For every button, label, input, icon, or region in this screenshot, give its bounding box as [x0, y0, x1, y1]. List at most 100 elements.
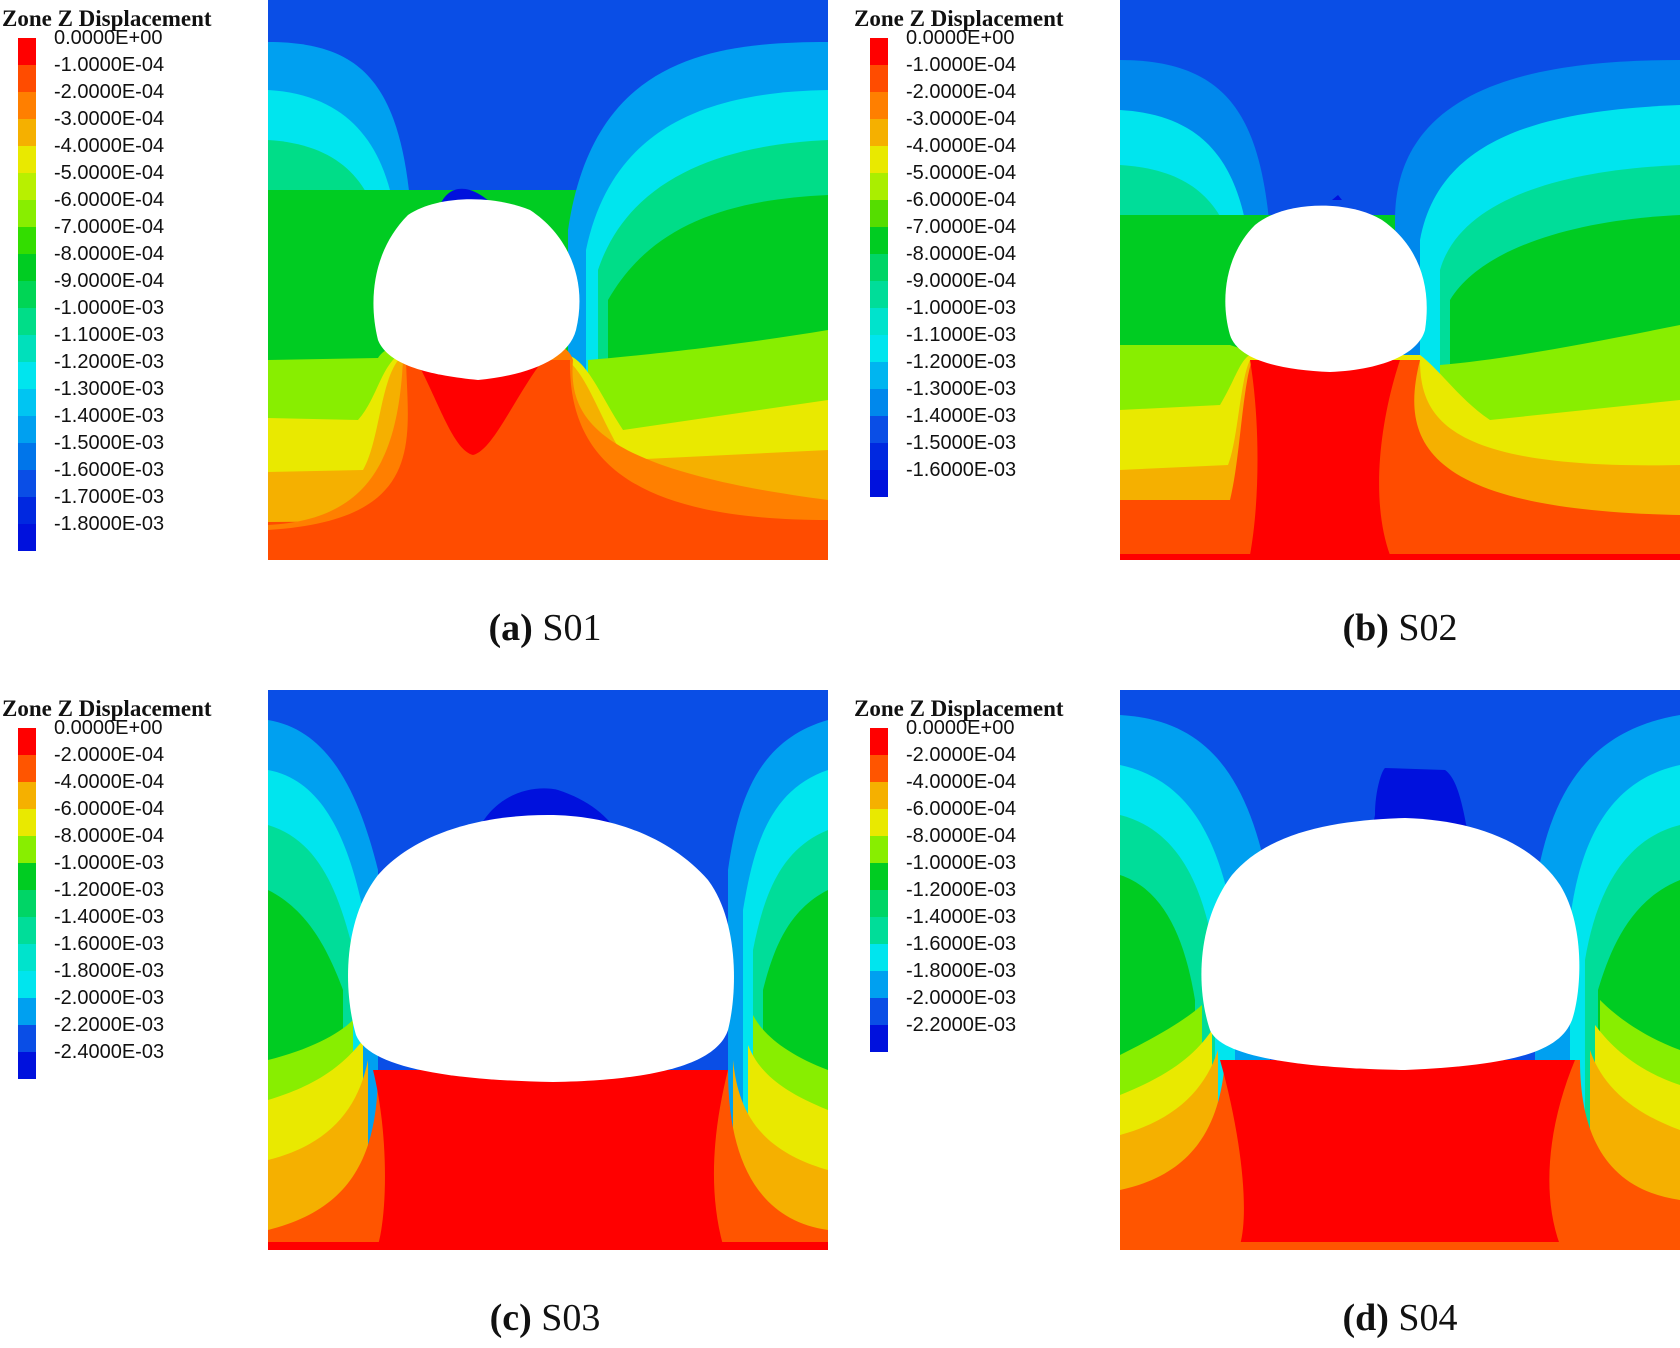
- legend-swatch: [18, 416, 36, 443]
- legend-label: -9.0000E-04: [54, 270, 165, 292]
- caption-text: S01: [532, 607, 602, 649]
- legend-label: -1.6000E-03: [54, 459, 165, 481]
- caption-letter: (c): [489, 1297, 532, 1339]
- legend-label: -1.4000E-03: [54, 906, 165, 928]
- legend-label: -7.0000E-04: [906, 216, 1017, 238]
- legend-swatch: [18, 497, 36, 524]
- legend-swatch: [870, 362, 888, 389]
- legend-label: -3.0000E-04: [54, 108, 165, 130]
- caption-letter: (d): [1342, 1297, 1389, 1339]
- legend-title: Zone Z Displacement: [2, 696, 212, 721]
- caption-text: S03: [531, 1297, 601, 1339]
- caption-letter: (b): [1342, 607, 1389, 649]
- legend-swatch: [870, 416, 888, 443]
- legend-swatch: [870, 308, 888, 335]
- displacement-contour-plot: [268, 690, 828, 1250]
- legend-label: -1.6000E-03: [906, 459, 1017, 481]
- legend-swatch: [18, 65, 36, 92]
- legend-swatch: [870, 890, 888, 917]
- caption-text: S02: [1388, 607, 1458, 649]
- legend-label: -2.2000E-03: [54, 1014, 165, 1036]
- legend-swatch: [18, 443, 36, 470]
- legend-label: -1.4000E-03: [906, 906, 1017, 928]
- legend-swatch: [18, 755, 36, 782]
- legend-swatch: [18, 998, 36, 1025]
- legend-label: -4.0000E-04: [906, 771, 1017, 793]
- legend-label: -7.0000E-04: [54, 216, 165, 238]
- legend-swatch: [18, 281, 36, 308]
- legend-title: Zone Z Displacement: [2, 6, 212, 31]
- legend-swatch: [870, 1025, 888, 1052]
- legend-swatch: [18, 809, 36, 836]
- legend-label: -1.0000E-03: [906, 852, 1017, 874]
- legend-swatch: [870, 200, 888, 227]
- legend-label: -1.0000E-03: [54, 852, 165, 874]
- caption-text: S04: [1388, 1297, 1458, 1339]
- legend-label: -8.0000E-04: [54, 825, 165, 847]
- legend-label: -1.0000E-04: [54, 54, 165, 76]
- legend-swatch: [870, 836, 888, 863]
- legend-label: -2.0000E-04: [54, 81, 165, 103]
- legend-label: -1.7000E-03: [54, 486, 165, 508]
- legend-label: -1.0000E-03: [54, 297, 165, 319]
- legend-label: -1.8000E-03: [906, 960, 1017, 982]
- legend-label: 0.0000E+00: [54, 717, 163, 739]
- legend-label: -1.4000E-03: [54, 405, 165, 427]
- legend-label: -1.2000E-03: [54, 879, 165, 901]
- legend-swatch: [870, 389, 888, 416]
- legend-label: -1.0000E-03: [906, 297, 1017, 319]
- legend-swatch: [18, 308, 36, 335]
- legend-swatch: [18, 389, 36, 416]
- legend-label: -1.4000E-03: [906, 405, 1017, 427]
- legend-label: -1.2000E-03: [906, 879, 1017, 901]
- legend-label: -1.0000E-04: [906, 54, 1017, 76]
- legend-swatch: [18, 470, 36, 497]
- figure-caption: (b) S02: [1120, 606, 1680, 650]
- legend-label: -6.0000E-04: [54, 798, 165, 820]
- legend-label: -5.0000E-04: [906, 162, 1017, 184]
- legend-label: 0.0000E+00: [906, 27, 1015, 49]
- legend-label: -2.0000E-03: [54, 987, 165, 1009]
- legend-swatch: [18, 254, 36, 281]
- displacement-contour-plot: [1120, 690, 1680, 1250]
- legend-swatch: [18, 92, 36, 119]
- legend-swatch: [18, 863, 36, 890]
- legend-swatch: [870, 65, 888, 92]
- legend-label: -6.0000E-04: [906, 798, 1017, 820]
- legend-label: -4.0000E-04: [54, 771, 165, 793]
- legend-label: -9.0000E-04: [906, 270, 1017, 292]
- legend-label: -8.0000E-04: [906, 825, 1017, 847]
- legend-label: -1.5000E-03: [906, 432, 1017, 454]
- figure-caption: (d) S04: [1120, 1296, 1680, 1340]
- legend-label: 0.0000E+00: [906, 717, 1015, 739]
- legend-swatch: [870, 944, 888, 971]
- legend-label: -2.4000E-03: [54, 1041, 165, 1063]
- legend-label: -1.1000E-03: [906, 324, 1017, 346]
- legend-swatch: [18, 119, 36, 146]
- figure-caption: (c) S03: [265, 1296, 825, 1340]
- legend-label: -4.0000E-04: [54, 135, 165, 157]
- legend-swatch: [18, 944, 36, 971]
- legend-swatch: [18, 335, 36, 362]
- legend-label: -1.1000E-03: [54, 324, 165, 346]
- legend-swatch: [18, 917, 36, 944]
- legend-label: -2.0000E-04: [54, 744, 165, 766]
- legend-label: -5.0000E-04: [54, 162, 165, 184]
- legend-swatch: [18, 362, 36, 389]
- legend-label: -1.8000E-03: [54, 513, 165, 535]
- legend-label: -8.0000E-04: [54, 243, 165, 265]
- legend-swatch: [18, 173, 36, 200]
- legend-swatch: [870, 146, 888, 173]
- legend-label: -1.2000E-03: [54, 351, 165, 373]
- legend-swatch: [870, 227, 888, 254]
- legend-label: -6.0000E-04: [54, 189, 165, 211]
- legend-label: -1.6000E-03: [54, 933, 165, 955]
- legend-swatch: [18, 836, 36, 863]
- legend-swatch: [18, 227, 36, 254]
- legend-swatch: [870, 755, 888, 782]
- legend-swatch: [870, 173, 888, 200]
- legend-label: -1.8000E-03: [54, 960, 165, 982]
- legend-swatch: [18, 1025, 36, 1052]
- legend-label: 0.0000E+00: [54, 27, 163, 49]
- legend-swatch: [870, 335, 888, 362]
